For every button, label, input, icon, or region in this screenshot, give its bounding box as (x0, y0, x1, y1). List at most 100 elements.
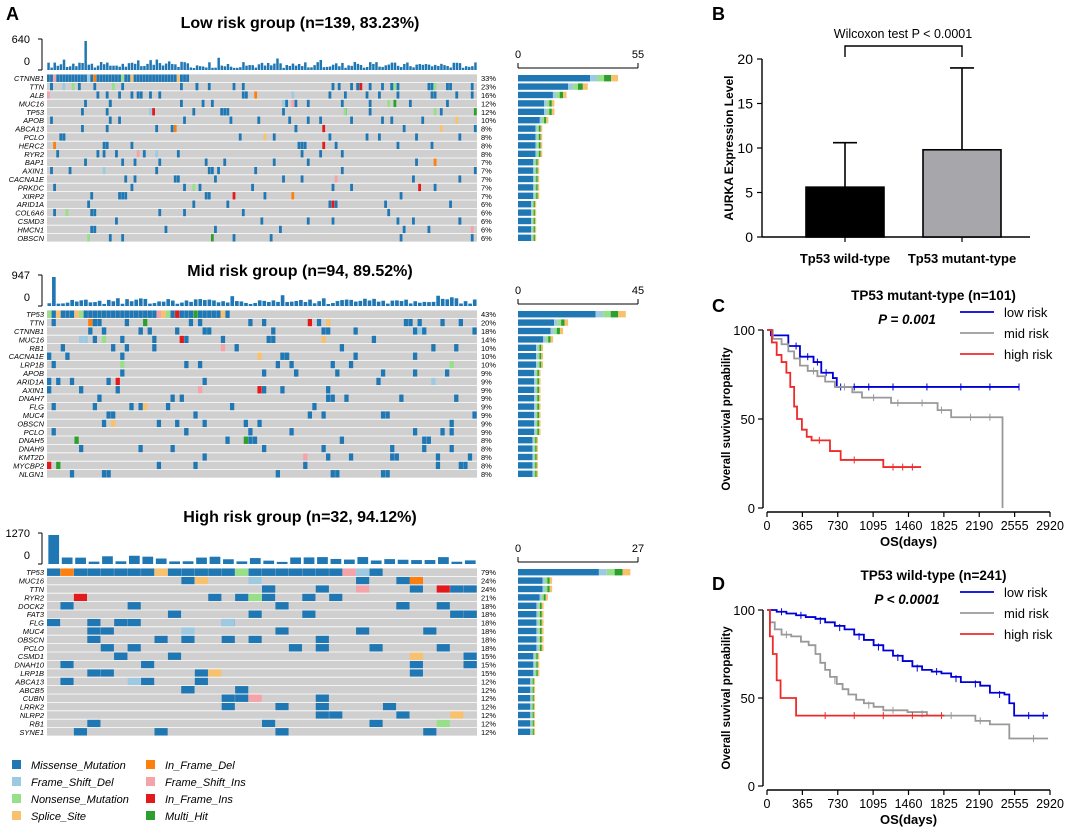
tmb-bar (87, 64, 90, 70)
gene-count-bar-segment (552, 91, 557, 99)
gene-count-bar-segment (536, 344, 538, 351)
mutation-cell (60, 310, 65, 318)
tmb-bar (450, 297, 454, 306)
gene-percent: 12% (481, 108, 496, 117)
mutation-cell (262, 593, 276, 602)
tmb-bar (338, 66, 341, 70)
mutation-cell (100, 568, 114, 576)
mutation-cell (285, 99, 288, 108)
gene-label: MYCBP2 (13, 461, 45, 470)
mutation-cell (47, 74, 50, 82)
tmb-bar (180, 61, 183, 70)
gene-count-bar-segment (541, 644, 544, 651)
tmb-bar (390, 62, 394, 70)
mutation-cell (211, 310, 216, 318)
gene-count-bar (518, 226, 532, 233)
mutation-cell (275, 728, 289, 736)
mutation-cell (194, 669, 208, 677)
gene-count-bar-segment (534, 192, 537, 199)
mutation-cell (143, 402, 148, 411)
mutation-cell (248, 694, 262, 702)
gene-count-bar-segment (536, 184, 538, 191)
mutation-cell (195, 82, 199, 91)
tmb-bar (62, 59, 66, 70)
gene-count-bar (518, 611, 537, 618)
mutation-cell (248, 576, 262, 585)
mutation-cell (348, 360, 354, 369)
gene-count-bar-segment (536, 636, 539, 643)
tmb-bar (245, 65, 248, 70)
gene-label: DNAH5 (19, 436, 45, 445)
tmb-min-label: 0 (24, 56, 30, 68)
tmb-bar (47, 62, 50, 70)
mutation-cell (73, 593, 88, 602)
gene-count-bar (518, 234, 532, 241)
tmb-bar (276, 58, 279, 70)
tmb-bar (50, 67, 53, 70)
oncoplot-title: High risk group (n=32, 94.12%) (183, 509, 416, 526)
mutation-cell (175, 419, 180, 428)
gene-label: MUC16 (19, 335, 45, 344)
gene-count-bar-segment (541, 361, 544, 368)
mutation-cell (326, 327, 331, 335)
mutation-cell (155, 124, 159, 133)
mutation-cell (322, 141, 326, 150)
mutation-cell (53, 74, 56, 82)
mutation-cell (87, 635, 101, 644)
tmb-bar (169, 561, 181, 564)
mutation-cell (319, 150, 323, 158)
mutation-cell (84, 74, 87, 82)
mutation-cell (197, 360, 203, 369)
mutation-cell (221, 568, 235, 576)
tmb-bar (304, 62, 307, 70)
tmb-bar (404, 299, 408, 306)
count-axis-min: 0 (515, 49, 521, 61)
mutation-cell (50, 116, 53, 124)
gene-count-bar-segment (532, 234, 534, 241)
gene-count-bar-segment (559, 327, 564, 335)
gene-count-bar-segment (568, 83, 574, 90)
gene-count-bar-segment (536, 611, 539, 618)
gene-count-bar-segment (535, 462, 537, 469)
mutation-cell (221, 635, 235, 644)
tmb-bar (424, 560, 436, 564)
mutation-cell (179, 310, 184, 318)
legend-label: Frame_Shift_Ins (165, 777, 246, 789)
gene-count-bar (518, 644, 537, 651)
panel-a-letter: A (6, 4, 19, 24)
tmb-bar (257, 64, 261, 70)
tmb-bar (155, 558, 167, 564)
tmb-bar (322, 67, 326, 70)
mutation-cell (207, 310, 212, 318)
gene-count-bar-segment (554, 319, 558, 326)
tmb-bar (411, 560, 422, 564)
mutation-cell (279, 225, 282, 234)
gene-count-bar (518, 108, 545, 115)
gene-label: CTNNB1 (14, 74, 44, 83)
gene-percent: 24% (481, 585, 496, 594)
gene-count-bar-segment (545, 594, 548, 601)
mutation-cell (129, 402, 134, 411)
gene-label: OBSCN (17, 419, 44, 428)
gene-label: DNAH7 (19, 394, 45, 403)
tmb-bar (236, 561, 248, 564)
mutation-cell (88, 310, 93, 318)
x-tick-label: 1825 (930, 519, 958, 533)
tmb-bar (378, 66, 381, 70)
gene-label: RB1 (29, 719, 44, 728)
mutation-cell (193, 461, 198, 470)
mutation-cell (422, 444, 427, 453)
gene-label: CSMD3 (18, 217, 45, 226)
gene-count-bar-segment (540, 611, 542, 618)
tmb-bar (308, 299, 312, 306)
mutation-cell (427, 225, 431, 234)
tmb-bar (143, 298, 148, 306)
mutation-cell (115, 310, 120, 318)
mutation-cell (97, 318, 102, 327)
mutation-cell (369, 644, 383, 652)
gene-percent: 6% (481, 200, 492, 209)
tmb-bar (52, 277, 56, 306)
gene-label: FLG (29, 403, 44, 412)
mutation-cell (243, 419, 248, 428)
tmb-bar (186, 63, 189, 70)
